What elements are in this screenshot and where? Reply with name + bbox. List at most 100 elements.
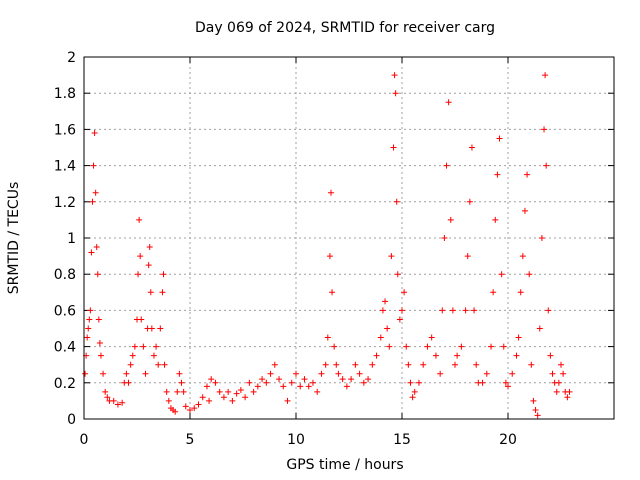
data-point (314, 388, 321, 395)
data-point (203, 383, 210, 390)
x-axis: 0 5 10 15 20 (80, 57, 517, 448)
data-point (488, 343, 495, 350)
data-point (437, 370, 444, 377)
data-point (146, 244, 153, 251)
data-point (208, 376, 215, 383)
data-point (553, 388, 560, 395)
data-point (393, 198, 400, 205)
data-point (174, 388, 181, 395)
data-point (536, 325, 543, 332)
data-point (517, 289, 524, 296)
data-point (352, 361, 359, 368)
y-tick-label: 2 (67, 50, 76, 66)
data-point (137, 253, 144, 260)
data-point (411, 388, 418, 395)
data-point (439, 307, 446, 314)
data-point (301, 376, 308, 383)
data-point (379, 307, 386, 314)
data-point (365, 376, 372, 383)
data-point (145, 262, 152, 269)
data-point (96, 339, 103, 346)
data-point (420, 361, 427, 368)
data-point (276, 376, 283, 383)
data-point (524, 171, 531, 178)
y-tick-label: 0.4 (54, 340, 76, 356)
data-point (102, 388, 109, 395)
y-tick-label: 1.4 (54, 159, 76, 175)
data-point (396, 316, 403, 323)
data-point (432, 352, 439, 359)
y-tick-label: 1.2 (54, 195, 76, 211)
data-point (392, 90, 399, 97)
data-point (519, 253, 526, 260)
data-point (199, 394, 206, 401)
data-point (449, 307, 456, 314)
x-axis-title: GPS time / hours (286, 457, 403, 473)
y-tick-label: 1.8 (54, 86, 76, 102)
data-point (384, 325, 391, 332)
data-point (415, 379, 422, 386)
data-point (97, 352, 104, 359)
data-point (90, 162, 97, 169)
data-point (528, 361, 535, 368)
data-point (490, 289, 497, 296)
y-axis: 0 0.2 0.4 0.6 0.8 1 1.2 1.4 1.6 1.8 2 (54, 50, 614, 428)
data-point (521, 207, 528, 214)
data-point (505, 383, 511, 390)
data-point (89, 198, 96, 205)
data-point (220, 394, 227, 401)
data-point (464, 253, 471, 260)
data-point (206, 397, 213, 404)
data-point (394, 271, 401, 278)
data-point (233, 390, 240, 397)
data-point (424, 343, 431, 350)
data-point (297, 383, 304, 390)
data-point (513, 352, 520, 359)
grid (84, 57, 614, 419)
data-point (530, 397, 537, 404)
data-point (110, 397, 117, 404)
data-point (443, 162, 450, 169)
data-point (388, 253, 395, 260)
y-tick-label: 1 (67, 231, 76, 247)
data-point (180, 388, 187, 395)
data-point (271, 361, 278, 368)
data-point (87, 307, 94, 314)
data-point (405, 361, 412, 368)
data-point (254, 383, 261, 390)
data-point (327, 189, 334, 196)
data-point (333, 361, 340, 368)
data-point (382, 298, 389, 305)
data-point (377, 334, 384, 341)
data-point (140, 343, 147, 350)
data-point (479, 379, 486, 386)
data-point (187, 406, 193, 413)
data-point (326, 253, 333, 260)
data-point (509, 370, 516, 377)
data-point (259, 376, 266, 383)
data-point (558, 361, 564, 368)
data-point (284, 397, 291, 404)
data-point (356, 370, 363, 377)
data-point (129, 352, 136, 359)
data-point (142, 370, 149, 377)
x-tick-label: 20 (499, 432, 517, 448)
data-point (163, 388, 170, 395)
data-point (100, 370, 107, 377)
data-point (441, 235, 448, 241)
data-point (339, 376, 346, 383)
data-point (492, 216, 499, 223)
data-point (494, 171, 501, 178)
data-point (515, 334, 522, 341)
data-point (225, 388, 232, 395)
data-point (280, 383, 287, 390)
data-point (135, 271, 142, 278)
data-point (237, 387, 244, 394)
data-points (82, 72, 573, 419)
data-point (216, 388, 223, 395)
data-point (246, 379, 253, 386)
data-point (309, 379, 316, 386)
y-tick-label: 0 (67, 412, 76, 428)
data-point (566, 388, 573, 395)
data-point (318, 370, 325, 377)
